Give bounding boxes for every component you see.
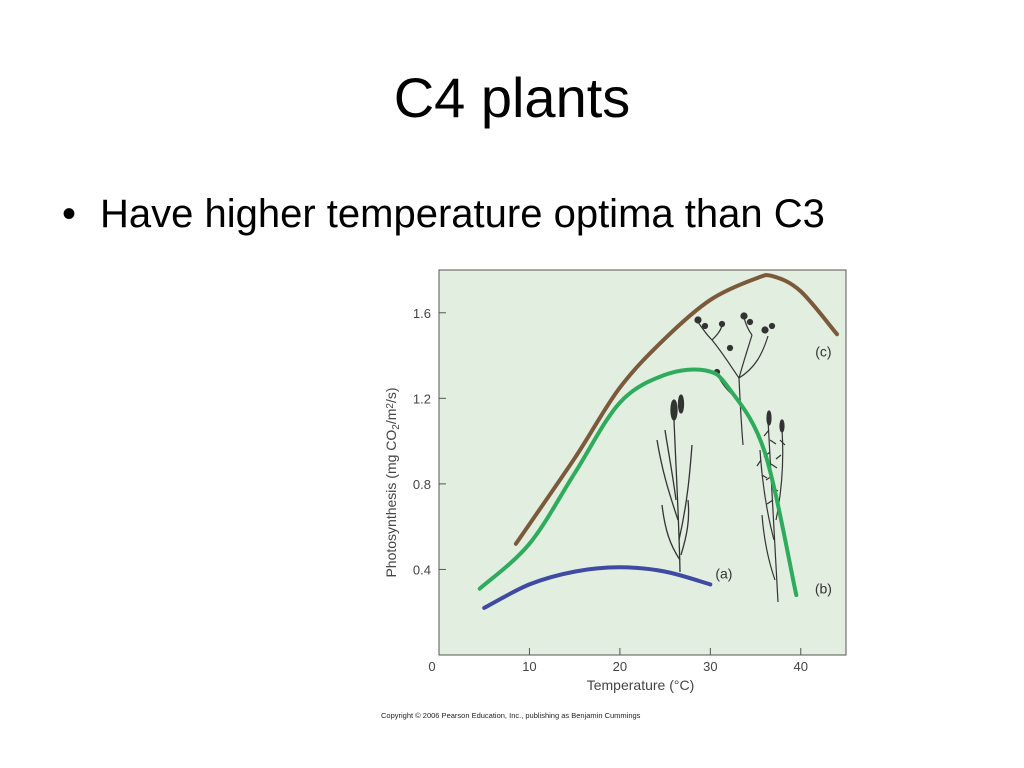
series-annotation-label: (c) bbox=[815, 343, 831, 359]
plot-area bbox=[438, 269, 847, 656]
bullet-marker: • bbox=[62, 192, 77, 236]
y-tick-label: 0.4 bbox=[413, 562, 431, 577]
x-tick-label: 30 bbox=[703, 659, 717, 674]
x-tick-label: 20 bbox=[613, 659, 627, 674]
chart-series bbox=[477, 273, 839, 610]
x-tick-label: 0 bbox=[428, 659, 435, 674]
y-tick-label: 0.8 bbox=[413, 477, 431, 492]
series-a-line bbox=[482, 565, 713, 610]
series-annotation-label: (b) bbox=[815, 581, 832, 597]
chart-labels: 0.4 0.8 1.2 1.6 0 10 20 30 40 Temperature (°C) Pho… bbox=[383, 306, 832, 693]
plant-a-illustration bbox=[656, 394, 693, 573]
bullet-text: Have higher temperature optima than C3 bbox=[100, 192, 825, 236]
series-annotation-label: (a) bbox=[715, 566, 732, 582]
bullet-item: • Have higher temperature optima than C3 bbox=[62, 188, 825, 240]
chart-axes bbox=[439, 312, 802, 655]
y-tick-label: 1.6 bbox=[413, 306, 431, 321]
x-axis-label: Temperature (°C) bbox=[587, 677, 695, 693]
y-tick-label: 1.2 bbox=[413, 391, 431, 406]
series-c-line bbox=[513, 273, 839, 546]
series-b-line bbox=[477, 367, 799, 598]
copyright-notice: Copyright © 2006 Pearson Education, Inc.… bbox=[381, 711, 641, 720]
plant-illustrations bbox=[656, 312, 786, 603]
x-tick-label: 40 bbox=[794, 659, 808, 674]
y-axis-label: Photosynthesis (mg CO2/m2/s) bbox=[383, 387, 402, 577]
slide-title: C4 plants bbox=[393, 66, 631, 129]
x-tick-label: 10 bbox=[522, 659, 536, 674]
